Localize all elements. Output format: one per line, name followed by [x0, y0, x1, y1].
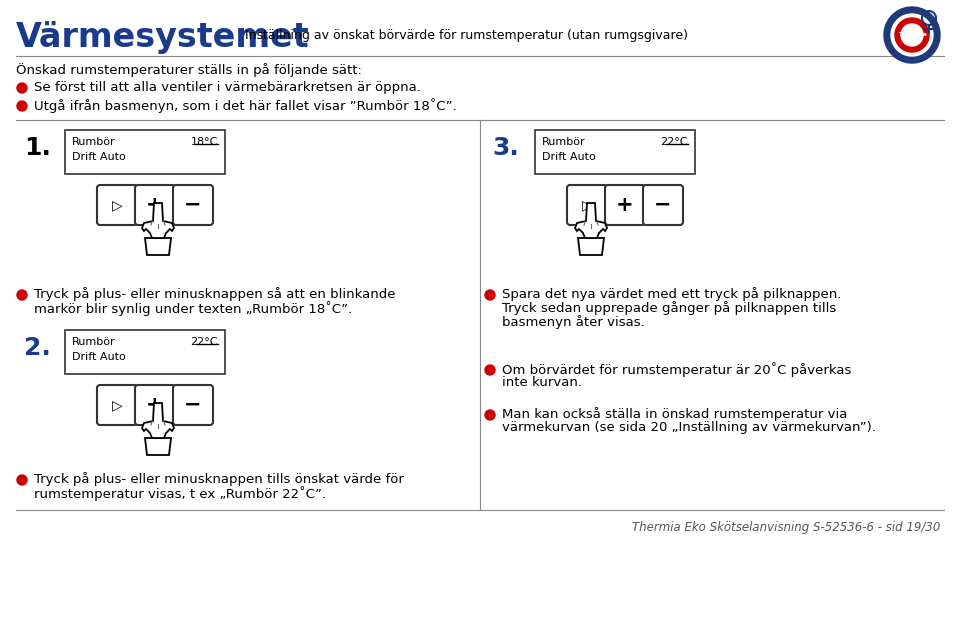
Polygon shape	[901, 24, 923, 46]
Polygon shape	[884, 7, 940, 63]
Text: Tryck på plus- eller minusknappen tills önskat värde för: Tryck på plus- eller minusknappen tills …	[34, 472, 404, 486]
Text: ▷: ▷	[582, 198, 592, 212]
FancyBboxPatch shape	[135, 385, 175, 425]
Text: Drift Auto: Drift Auto	[72, 352, 126, 362]
Text: Tryck sedan upprepade gånger på pilknappen tills: Tryck sedan upprepade gånger på pilknapp…	[502, 301, 836, 315]
FancyBboxPatch shape	[643, 185, 683, 225]
Text: −: −	[655, 195, 672, 215]
Text: Drift Auto: Drift Auto	[542, 152, 596, 162]
Text: Se först till att alla ventiler i värmebärarkretsen är öppna.: Se först till att alla ventiler i värmeb…	[34, 81, 420, 94]
Circle shape	[485, 410, 495, 420]
FancyBboxPatch shape	[135, 185, 175, 225]
Text: 18°C: 18°C	[191, 137, 218, 147]
Text: Drift Auto: Drift Auto	[72, 152, 126, 162]
Text: Rumbör: Rumbör	[72, 337, 115, 347]
Text: Rumbör: Rumbör	[542, 137, 586, 147]
Text: 2.: 2.	[24, 336, 51, 360]
Text: ▷: ▷	[111, 398, 122, 412]
Text: Rumbör: Rumbör	[72, 137, 115, 147]
Text: +: +	[616, 195, 634, 215]
Text: 22°C: 22°C	[660, 137, 688, 147]
Text: 22°C: 22°C	[190, 337, 218, 347]
FancyBboxPatch shape	[97, 185, 137, 225]
Text: −: −	[184, 395, 202, 415]
FancyBboxPatch shape	[567, 185, 607, 225]
Text: inte kurvan.: inte kurvan.	[502, 376, 582, 389]
Text: ▷: ▷	[111, 198, 122, 212]
Polygon shape	[142, 203, 174, 238]
Text: rumstemperatur visas, t ex „Rumbör 22˚C”.: rumstemperatur visas, t ex „Rumbör 22˚C”…	[34, 486, 326, 501]
Text: Thermia: Thermia	[898, 32, 926, 38]
FancyBboxPatch shape	[65, 130, 225, 174]
Text: Tryck på plus- eller minusknappen så att en blinkande: Tryck på plus- eller minusknappen så att…	[34, 287, 396, 301]
Text: −: −	[184, 195, 202, 215]
Text: +: +	[146, 395, 164, 415]
FancyBboxPatch shape	[65, 330, 225, 374]
Circle shape	[17, 83, 27, 93]
Text: Om börvärdet för rumstemperatur är 20˚C påverkas: Om börvärdet för rumstemperatur är 20˚C …	[502, 362, 852, 377]
Circle shape	[17, 290, 27, 300]
Text: Värmesystemet: Värmesystemet	[16, 21, 310, 54]
Text: Önskad rumstemperaturer ställs in på följande sätt:: Önskad rumstemperaturer ställs in på föl…	[16, 63, 362, 77]
Polygon shape	[895, 18, 929, 52]
Circle shape	[17, 475, 27, 485]
FancyBboxPatch shape	[173, 185, 213, 225]
Polygon shape	[891, 14, 933, 56]
Text: Man kan också ställa in önskad rumstemperatur via: Man kan också ställa in önskad rumstempe…	[502, 407, 848, 421]
Text: 1.: 1.	[24, 136, 51, 160]
Text: +: +	[146, 195, 164, 215]
Text: basmenyn åter visas.: basmenyn åter visas.	[502, 315, 645, 329]
Polygon shape	[142, 403, 174, 438]
Circle shape	[485, 365, 495, 375]
FancyBboxPatch shape	[535, 130, 695, 174]
Text: Inställning av önskat börvärde för rumstemperatur (utan rumgsgivare): Inställning av önskat börvärde för rumst…	[245, 29, 688, 41]
Text: Spara det nya värdet med ett tryck på pilknappen.: Spara det nya värdet med ett tryck på pi…	[502, 287, 841, 301]
Circle shape	[485, 290, 495, 300]
Polygon shape	[578, 238, 604, 255]
FancyBboxPatch shape	[97, 385, 137, 425]
Polygon shape	[145, 238, 171, 255]
FancyBboxPatch shape	[173, 385, 213, 425]
Circle shape	[17, 101, 27, 111]
Text: Thermia Eko Skötselanvisning S-52536-6 - sid 19/30: Thermia Eko Skötselanvisning S-52536-6 -…	[632, 521, 940, 534]
Polygon shape	[575, 203, 607, 238]
Text: markör blir synlig under texten „Rumbör 18˚C”.: markör blir synlig under texten „Rumbör …	[34, 301, 352, 316]
Polygon shape	[145, 438, 171, 455]
FancyBboxPatch shape	[605, 185, 645, 225]
Text: Utgå ifrån basmenyn, som i det här fallet visar ”Rumbör 18˚C”.: Utgå ifrån basmenyn, som i det här falle…	[34, 99, 457, 114]
Text: 3.: 3.	[492, 136, 518, 160]
Text: värmekurvan (se sida 20 „Inställning av värmekurvan”).: värmekurvan (se sida 20 „Inställning av …	[502, 421, 876, 434]
